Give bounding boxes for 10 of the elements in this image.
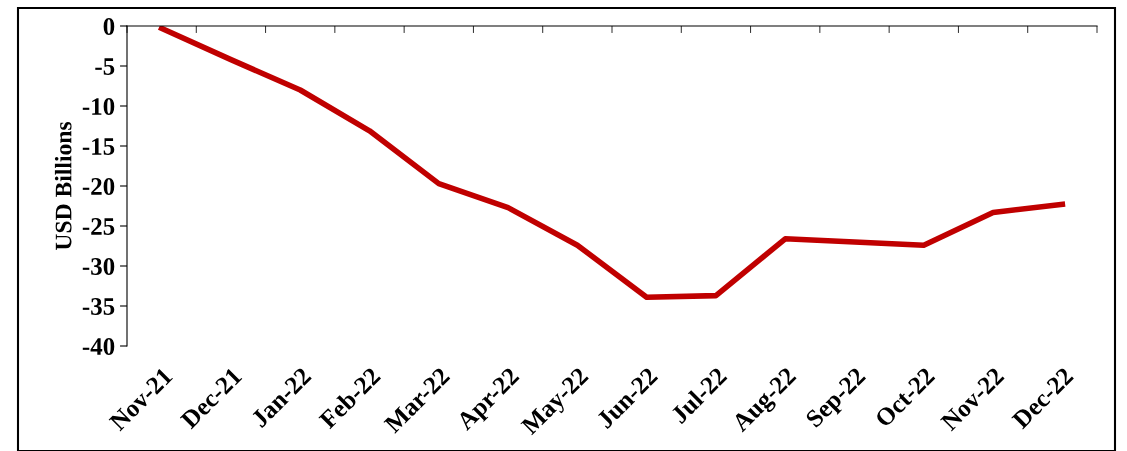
y-tick-label: -15 [82, 138, 115, 155]
y-tick-label: -35 [82, 298, 115, 315]
y-tick-label: -10 [82, 98, 115, 115]
y-tick-label: 0 [103, 18, 115, 35]
y-tick-label: -20 [82, 178, 115, 195]
y-tick-label: -25 [82, 218, 115, 235]
y-tick-label: -5 [95, 58, 115, 75]
y-tick-label: -30 [82, 258, 115, 275]
y-axis-title: USD Billions [54, 121, 72, 251]
y-tick-label: -40 [82, 338, 115, 355]
